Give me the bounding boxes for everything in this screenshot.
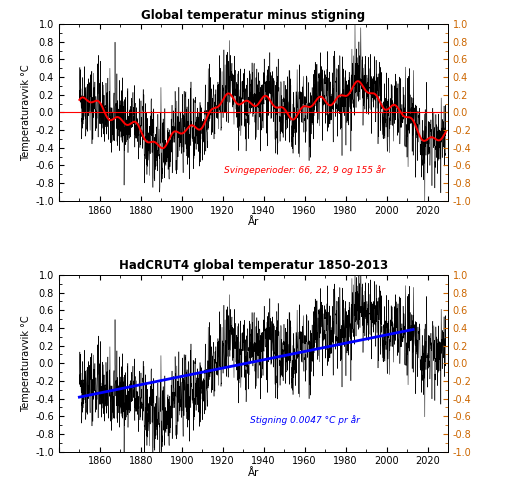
X-axis label: År: År bbox=[248, 468, 259, 478]
Title: HadCRUT4 global temperatur 1850-2013: HadCRUT4 global temperatur 1850-2013 bbox=[119, 259, 388, 272]
Y-axis label: Temperaturavvik °C: Temperaturavvik °C bbox=[21, 64, 31, 161]
Title: Global temperatur minus stigning: Global temperatur minus stigning bbox=[141, 9, 366, 22]
Y-axis label: Temperaturavvik °C: Temperaturavvik °C bbox=[21, 315, 31, 412]
Text: Svingeperioder: 66, 22, 9 og 155 år: Svingeperioder: 66, 22, 9 og 155 år bbox=[224, 165, 385, 174]
Text: Stigning 0.0047 °C pr år: Stigning 0.0047 °C pr år bbox=[250, 415, 359, 426]
X-axis label: År: År bbox=[248, 217, 259, 227]
